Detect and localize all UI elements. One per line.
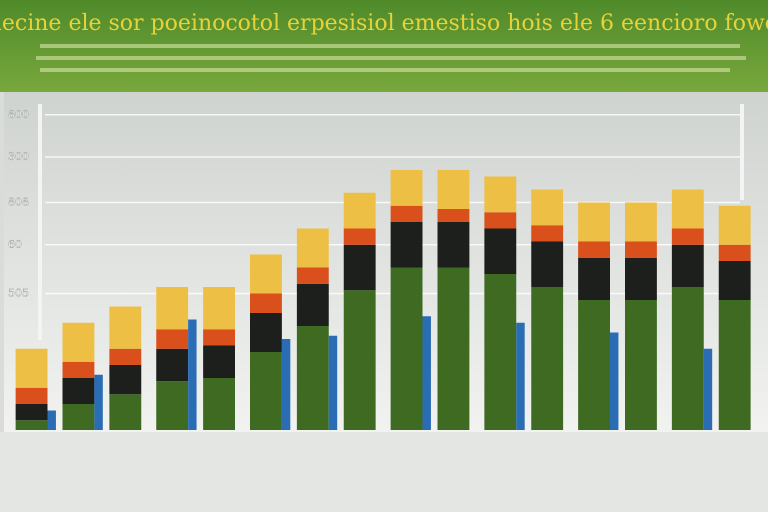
- bar-segment: [671, 244, 704, 287]
- bar-segment: [625, 202, 657, 242]
- bar-segment: [296, 283, 329, 326]
- bar-segment: [156, 348, 189, 382]
- bar-segment: [109, 348, 142, 365]
- bar-segment: [578, 257, 610, 300]
- bar-segment: [203, 345, 235, 378]
- bar-segment: [531, 241, 564, 287]
- bar-segment: [625, 300, 657, 430]
- bar-segment: [15, 348, 48, 388]
- bar-segment: [109, 394, 142, 430]
- bar-segment: [62, 361, 95, 378]
- bar-segment: [578, 300, 610, 430]
- bar-segment: [484, 228, 517, 274]
- bar-segment: [718, 205, 751, 245]
- bar-segment: [203, 287, 235, 330]
- bar-segment: [531, 225, 564, 242]
- overlay-bar: [703, 348, 713, 430]
- y-tick-label: 60: [8, 238, 22, 251]
- bar-segment: [437, 267, 470, 430]
- bar-segment: [390, 205, 423, 222]
- bar-segment: [484, 212, 517, 229]
- bar-segment: [343, 290, 376, 430]
- y-tick-label: 800: [8, 108, 29, 121]
- bar-segment: [718, 244, 751, 261]
- bar-segment: [296, 326, 329, 430]
- bar-segment: [531, 189, 564, 226]
- overlay-bar: [328, 335, 338, 430]
- bar-segment: [437, 170, 470, 209]
- bar-segment: [156, 287, 189, 330]
- bar-segment: [718, 261, 751, 300]
- bar-segment: [390, 267, 423, 430]
- bar-segment: [250, 293, 282, 313]
- bar-segment: [671, 228, 704, 245]
- overlay-bar: [281, 339, 291, 430]
- overlay-bar: [422, 316, 431, 430]
- bar-segment: [437, 209, 470, 222]
- bar-segment: [343, 244, 376, 291]
- bar-segment: [296, 267, 329, 284]
- chart-title: Aenecine ele sor poeinocotol erpesisiol …: [0, 11, 768, 36]
- bar-segment: [671, 189, 704, 229]
- bar-segment: [484, 274, 517, 430]
- bar-segment: [109, 306, 142, 349]
- overlay-bar: [516, 322, 525, 430]
- bar-segment: [390, 222, 423, 268]
- bar-segment: [203, 329, 235, 346]
- bar-segment: [62, 404, 95, 430]
- bar-segment: [15, 404, 48, 421]
- overlay-bar: [94, 374, 103, 430]
- y-tick-label: 300: [8, 150, 29, 163]
- bar-segment: [390, 170, 423, 206]
- bar-segment: [62, 378, 95, 404]
- bar-segment: [296, 228, 329, 268]
- bar-segment: [203, 378, 235, 430]
- overlay-bar: [610, 332, 619, 430]
- bar-segment: [156, 381, 189, 430]
- bar-segment: [250, 352, 282, 430]
- bar-segment: [250, 254, 282, 294]
- bar-segment: [62, 322, 95, 362]
- overlay-bar: [47, 410, 56, 430]
- y-tick-label: 808: [8, 196, 29, 209]
- bar-segment: [109, 365, 142, 395]
- bar-segment: [625, 241, 657, 258]
- bar-segment: [343, 228, 376, 245]
- bar-segment: [718, 300, 751, 430]
- subtitle-lines: [36, 44, 746, 72]
- bar-segment: [625, 257, 657, 300]
- bar-segment: [343, 192, 376, 229]
- bar-segment: [671, 287, 704, 430]
- bar-segment: [437, 222, 470, 268]
- bar-segment: [484, 176, 517, 213]
- bar-segment: [156, 329, 189, 349]
- bar-segment: [531, 287, 564, 430]
- bar-segment: [578, 241, 610, 258]
- overlay-bar: [188, 319, 197, 430]
- bar-segment: [15, 420, 48, 430]
- bar-segment: [250, 313, 282, 352]
- bar-segment: [578, 202, 610, 242]
- footer-panel: [0, 432, 768, 512]
- y-tick-label: 505: [8, 287, 29, 300]
- bar-segment: [15, 387, 48, 404]
